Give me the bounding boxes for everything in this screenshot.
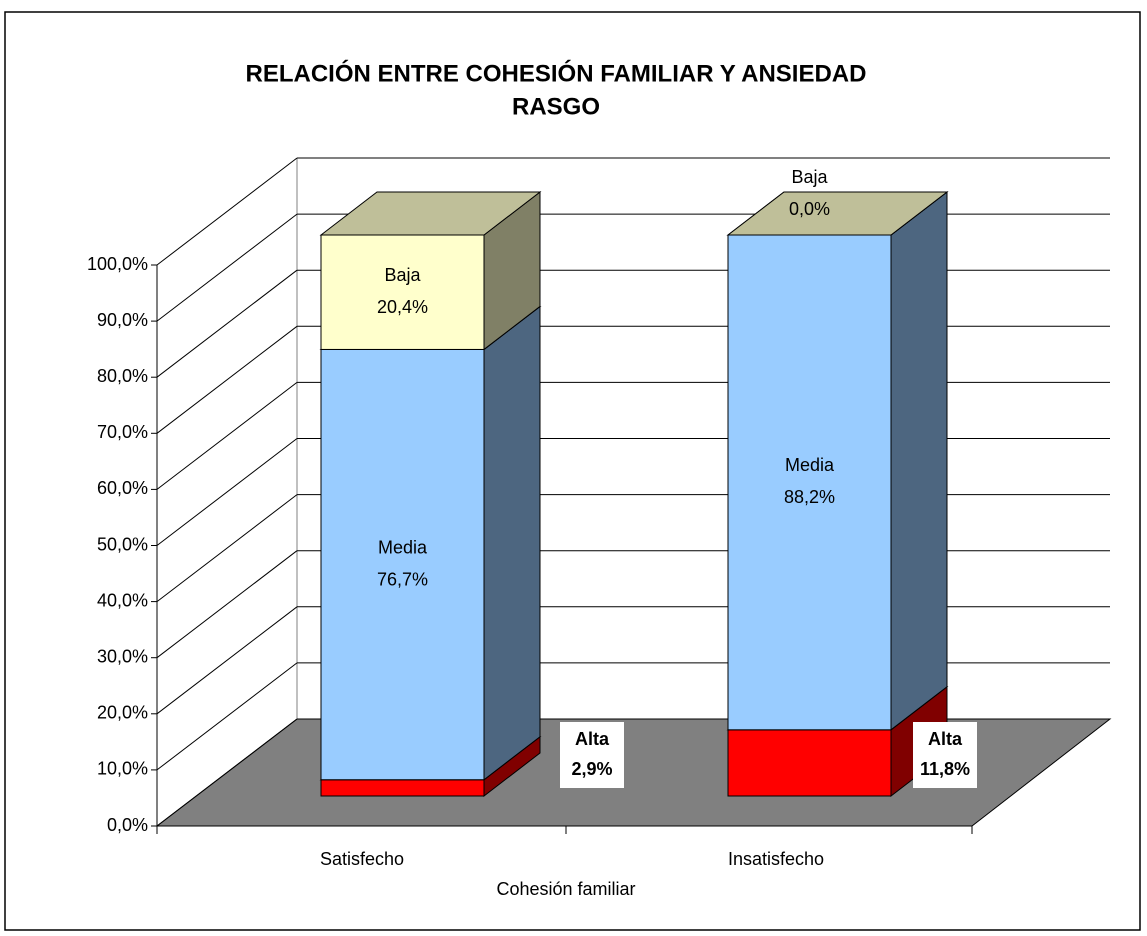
grid-line	[156, 718, 298, 827]
data-label: 11,8%	[920, 759, 970, 779]
y-tick-label: 60,0%	[97, 478, 148, 498]
y-tick-label: 20,0%	[97, 703, 148, 723]
grid-line	[156, 550, 298, 659]
grid-line	[156, 382, 298, 490]
chart-title: RELACIÓN ENTRE COHESIÓN FAMILIAR Y ANSIE…	[246, 59, 867, 87]
y-tick-label: 40,0%	[97, 590, 148, 610]
y-tick-label: 70,0%	[97, 422, 148, 442]
bar-segment	[320, 234, 485, 350]
data-label: Alta	[575, 729, 610, 749]
label-box	[560, 722, 624, 788]
bar-side	[483, 305, 541, 781]
data-label: Media	[785, 455, 835, 475]
x-tick-label: Satisfecho	[320, 849, 404, 869]
data-label: 76,7%	[377, 569, 428, 589]
bar-top	[726, 191, 949, 236]
data-label: 20,4%	[377, 297, 428, 317]
data-label: 88,2%	[784, 487, 835, 507]
bar-segment	[320, 779, 485, 797]
y-tick-label: 50,0%	[97, 534, 148, 554]
y-tick-label: 90,0%	[97, 310, 148, 330]
y-tick-label: 80,0%	[97, 366, 148, 386]
grid-line	[156, 269, 298, 378]
x-axis-label: Cohesión familiar	[496, 879, 635, 899]
grid-line	[156, 606, 298, 715]
bar-side	[890, 190, 948, 731]
label-box	[913, 722, 977, 788]
bar-segment	[320, 348, 485, 781]
chart-title: RASGO	[512, 93, 600, 120]
grid-line	[156, 438, 298, 546]
grid-line	[156, 325, 298, 434]
bar-segment	[727, 729, 892, 797]
grid-line	[156, 213, 298, 322]
data-label: Baja	[791, 167, 828, 187]
bar-segment	[727, 234, 892, 731]
x-tick-label: Insatisfecho	[728, 849, 824, 869]
data-label: 2,9%	[571, 759, 612, 779]
data-label: Baja	[384, 265, 421, 285]
data-label: Media	[378, 537, 428, 557]
grid-line	[156, 662, 298, 771]
y-tick-label: 10,0%	[97, 759, 148, 779]
y-tick-label: 0,0%	[107, 815, 148, 835]
y-tick-label: 30,0%	[97, 646, 148, 666]
data-label: 0,0%	[789, 199, 830, 219]
bar-top	[319, 191, 542, 236]
grid-line	[156, 157, 298, 266]
data-label: Alta	[928, 729, 963, 749]
grid-line	[156, 494, 298, 602]
y-tick-label: 100,0%	[87, 254, 148, 274]
